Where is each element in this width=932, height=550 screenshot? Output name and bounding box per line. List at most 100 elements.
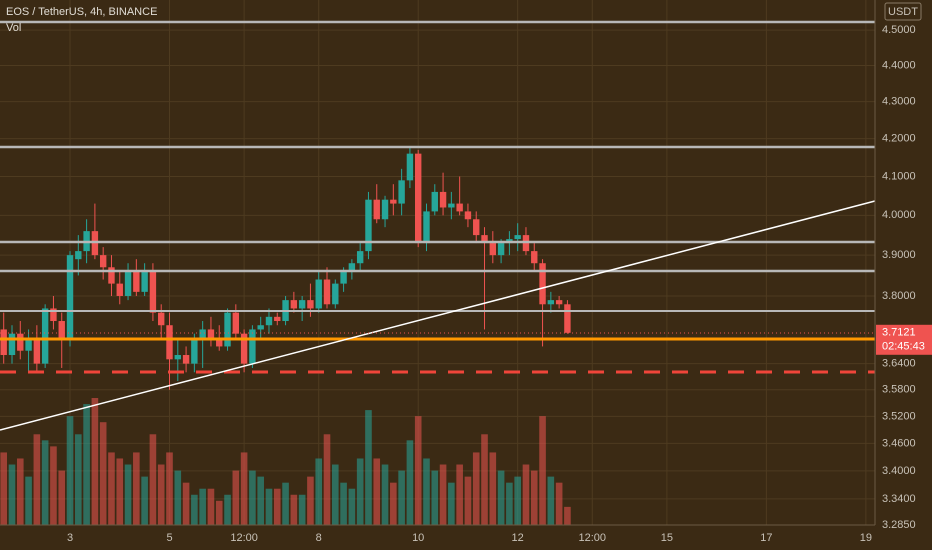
candle-body [99,255,107,268]
candle-body [415,153,422,244]
candle-body [439,191,447,208]
volume-bar [530,470,538,525]
y-tick-label: 3.4000 [882,465,916,477]
volume-bar [99,422,107,525]
y-tick-label: 4.5000 [882,24,916,36]
candle-body [116,283,123,296]
candle-body [33,337,41,364]
candle-body [398,180,405,204]
volume-bar [414,416,422,525]
candle-body [191,337,198,364]
volume-bar [323,434,331,525]
candle-body [274,316,281,322]
volume-bar [423,458,430,525]
volume-bar [564,506,571,525]
candle-body [182,355,190,364]
volume-bar [398,470,405,525]
volume-bar [282,482,289,525]
volume-bar [348,488,356,525]
candle-body [216,337,223,347]
volume-bar [472,452,480,525]
candle-body [323,279,331,305]
volume-bar [232,470,240,525]
volume-bar [191,494,198,525]
candle-body [290,300,298,309]
volume-bar [315,458,323,525]
volume-bar [8,464,16,525]
volume-bar [149,434,157,525]
y-tick-label: 4.1000 [882,170,916,182]
currency: USDT [888,6,918,18]
volume-bar [66,416,74,525]
y-tick-label: 3.8000 [882,290,916,302]
y-tick-label: 4.0000 [882,209,916,221]
volume-bar [108,452,115,525]
candle-body [149,271,157,313]
candle-body [539,263,546,305]
currency-box [884,2,922,21]
last-price-box [876,324,932,355]
volume-bar [0,452,7,525]
volume-bar [174,470,182,525]
candle-body [481,235,488,244]
x-tick-label: 12 [512,532,524,544]
x-tick-label: 5 [166,532,172,544]
volume-bar [497,470,505,525]
candle-body [257,325,264,330]
candle-body [166,325,173,360]
candle-body [50,308,57,322]
volume-bar [489,452,497,525]
candle-body [390,199,397,204]
volume-bar [215,500,223,525]
y-tick-label: 3.5200 [882,410,916,422]
volume-bar [290,494,298,525]
candle-body [133,271,140,292]
candle-body [240,333,248,364]
candle-body [531,251,538,264]
last-price-label: 3.7121 [882,327,916,339]
volume-bar [340,482,347,525]
indicator-label: Vol [6,22,21,34]
volume-bar [133,452,140,525]
candle-body [0,329,7,356]
volume-bar [373,458,381,525]
volume-bar [141,476,148,525]
y-tick-label: 3.6400 [882,358,916,370]
x-tick-label: 17 [760,532,772,544]
candle-body [41,308,49,364]
candle-body [348,263,356,272]
volume-bar [381,464,389,525]
x-tick-label: 10 [412,532,424,544]
volume-bar [431,470,439,525]
candle-body [298,300,306,309]
time-axis [0,525,932,550]
volume-bar [448,482,455,525]
candle-body [497,243,505,256]
volume-bar [390,482,397,525]
volume-bar [307,476,314,525]
trend-line [0,200,876,431]
candle-body [124,271,132,296]
y-tick-label: 3.9000 [882,249,916,261]
candle-body [340,271,347,284]
volume-bar [365,410,372,525]
candle-body [473,219,480,236]
volume-bar [58,470,66,525]
x-tick-label: 15 [661,532,673,544]
volume-bar [249,470,256,525]
volume-bar [298,494,306,525]
volume-bar [464,476,472,525]
volume-bar [157,464,165,525]
volume-bar [207,488,215,525]
candle-body [448,203,455,208]
x-tick-label: 12:00 [579,532,607,544]
volume-bar [273,488,281,525]
volume-bar [265,488,273,525]
candle-body [373,199,380,220]
candle-body [141,271,148,292]
volume-bar [166,452,173,525]
volume-bar [514,476,521,525]
candle-body [66,255,74,338]
y-tick-label: 3.4600 [882,437,916,449]
